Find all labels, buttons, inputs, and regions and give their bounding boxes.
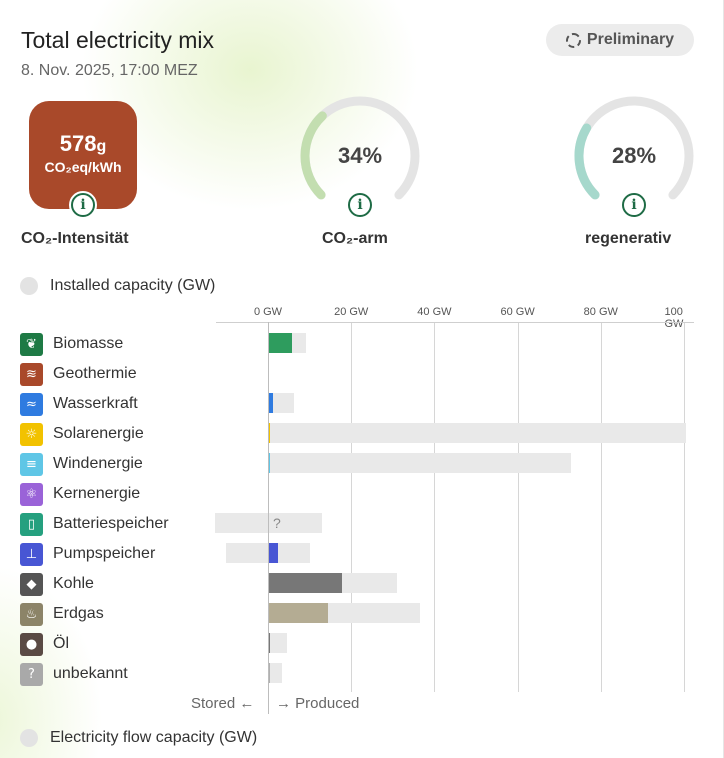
preliminary-badge-label: Preliminary [586, 31, 675, 48]
low-carbon-value: 34% [337, 143, 383, 168]
info-icon: i [71, 193, 95, 217]
timestamp: 8. Nov. 2025, 17:00 MEZ [21, 62, 198, 79]
category-label: Erdgas [53, 605, 104, 622]
panel-title: Total electricity mix [21, 27, 214, 53]
flow-capacity-toggle[interactable]: Electricity flow capacity (GW) [20, 729, 257, 747]
produced-label: → Produced [276, 695, 360, 712]
stored-label: Stored ← [191, 695, 255, 712]
toggle-dot-icon [20, 729, 38, 747]
unknown-value-marker: ? [273, 515, 281, 531]
category-label: Kohle [53, 575, 94, 592]
produced-bar-solarenergie[interactable] [268, 423, 270, 443]
grid-line [600, 322, 602, 692]
category-label: Pumpspeicher [53, 545, 156, 562]
installed-capacity-toggle[interactable]: Installed capacity (GW) [20, 277, 215, 295]
legend-row-wasserkraft[interactable]: ≈ Wasserkraft [20, 392, 220, 416]
renewable-value: 28% [611, 143, 657, 168]
flame-icon: ♨ [20, 602, 43, 626]
produced-bar-wasserkraft[interactable] [268, 393, 273, 413]
coal-icon: ◆ [20, 572, 43, 596]
produced-bar-biomasse[interactable] [268, 333, 293, 353]
category-label: Windenergie [53, 455, 143, 472]
atom-icon: ⚛ [20, 482, 43, 506]
grid-line [684, 322, 685, 692]
pumped-storage-icon: ⊥ [20, 542, 43, 566]
dashed-circle-icon [565, 32, 581, 48]
toggle-dot-icon [20, 277, 38, 295]
co2-intensity-value: 578 [59, 131, 97, 156]
installed-bar-solarenergie[interactable] [268, 423, 687, 443]
low-carbon-label: CO₂-arm [322, 230, 388, 247]
tick-label: 40 GW [417, 306, 452, 318]
heat-waves-icon: ≋ [20, 362, 43, 386]
produced-bar--l[interactable] [268, 633, 270, 653]
produced-bar-pumpspeicher[interactable] [268, 543, 279, 563]
co2-info-button[interactable]: i [69, 191, 97, 219]
legend-row-windenergie[interactable]: ≡ Windenergie [20, 452, 220, 476]
legend-row-erdgas[interactable]: ♨ Erdgas [20, 602, 220, 626]
sun-icon: ☼ [20, 422, 43, 446]
legend-row-biomasse[interactable]: ❦ Biomasse [20, 332, 220, 356]
category-label: unbekannt [53, 665, 128, 682]
tick-label: 0 GW [253, 306, 283, 318]
category-label: Kernenergie [53, 485, 141, 502]
category-label: Biomasse [53, 335, 124, 352]
low-carbon-info-button[interactable]: i [346, 191, 374, 219]
legend-row-unbekannt[interactable]: ? unbekannt [20, 662, 220, 686]
produced-bar-kohle[interactable] [268, 573, 343, 593]
legend-row-geothermie[interactable]: ≋ Geothermie [20, 362, 220, 386]
axis-line [216, 322, 694, 323]
question-icon: ? [20, 662, 43, 686]
zero-axis-line [268, 322, 269, 714]
installed-bar-pumpspeicher[interactable] [268, 543, 310, 563]
grid-line [351, 322, 353, 692]
installed-bar-batteriespeicher[interactable] [268, 513, 323, 533]
info-icon: i [622, 193, 646, 217]
renewable-gauge [574, 96, 694, 200]
leaf-icon: ❦ [20, 332, 43, 356]
category-label: Batteriespeicher [53, 515, 169, 532]
wind-icon: ≡ [20, 452, 43, 476]
co2-intensity-unit: CO₂eq/kWh [44, 159, 122, 175]
preliminary-badge[interactable]: Preliminary [546, 24, 694, 56]
grid-line [517, 322, 519, 692]
installed-capacity-title: Installed capacity (GW) [50, 277, 216, 294]
drop-icon: ● [20, 632, 43, 656]
low-carbon-gauge [300, 96, 420, 200]
produced-bar-erdgas[interactable] [268, 603, 328, 623]
legend-row-kernenergie[interactable]: ⚛ Kernenergie [20, 482, 220, 506]
legend-row-kohle[interactable]: ◆ Kohle [20, 572, 220, 596]
stored-bar-pumpspeicher[interactable] [226, 543, 268, 563]
tick-label: 80 GW [583, 306, 618, 318]
renewable-info-button[interactable]: i [620, 191, 648, 219]
renewable-label: regenerativ [585, 230, 672, 247]
category-label: Öl [53, 635, 69, 652]
legend-row-pumpspeicher[interactable]: ⊥ Pumpspeicher [20, 542, 220, 566]
tick-label: 20 GW [334, 306, 369, 318]
grid-line [434, 322, 436, 692]
category-label: Geothermie [53, 365, 137, 382]
co2-intensity-label: CO₂-Intensität [21, 230, 129, 247]
flow-capacity-title: Electricity flow capacity (GW) [50, 729, 258, 746]
tick-label: 100 GW [664, 306, 684, 330]
legend-row--l[interactable]: ● Öl [20, 632, 220, 656]
info-icon: i [348, 193, 372, 217]
battery-icon: ▯ [20, 512, 43, 536]
produced-bar-windenergie[interactable] [268, 453, 271, 473]
produced-bar-unbekannt[interactable] [268, 663, 270, 683]
legend-row-solarenergie[interactable]: ☼ Solarenergie [20, 422, 220, 446]
legend-row-batteriespeicher[interactable]: ▯ Batteriespeicher [20, 512, 220, 536]
category-label: Wasserkraft [53, 395, 138, 412]
installed-bar-unbekannt[interactable] [268, 663, 282, 683]
tick-label: 60 GW [500, 306, 535, 318]
water-icon: ≈ [20, 392, 43, 416]
co2-intensity-suffix: g [96, 138, 107, 155]
stored-bar-batteriespeicher[interactable] [214, 513, 268, 533]
installed-bar--l[interactable] [268, 633, 287, 653]
installed-bar-windenergie[interactable] [268, 453, 571, 473]
category-label: Solarenergie [53, 425, 144, 442]
installed-bar-wasserkraft[interactable] [268, 393, 295, 413]
